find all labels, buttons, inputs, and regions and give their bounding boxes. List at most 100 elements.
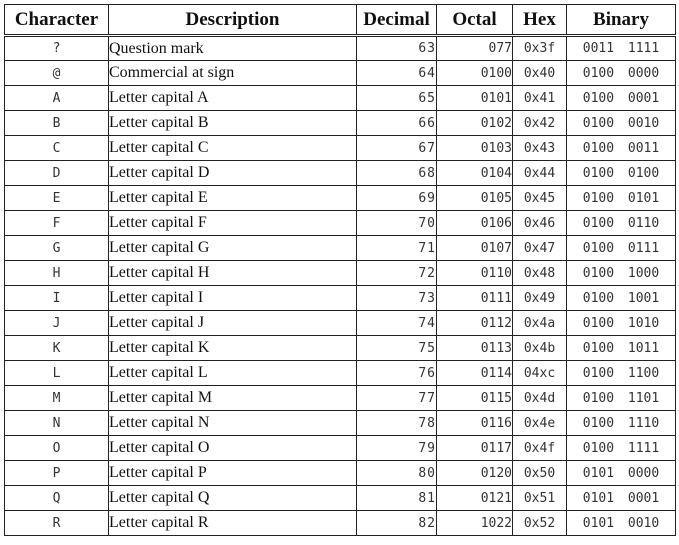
- cell-hex: 0x46: [512, 210, 567, 236]
- cell-octal: 0113: [436, 335, 513, 361]
- cell-hex: 0x44: [512, 160, 567, 186]
- cell-binary: 0100 1011: [566, 335, 676, 361]
- cell-description: Letter capital L: [108, 360, 357, 386]
- table-row: E Letter capital E 69 0105 0x45 0100 0101: [4, 185, 676, 211]
- cell-binary: 0011 1111: [566, 35, 676, 61]
- table-row: C Letter capital C 67 0103 0x43 0100 0011: [4, 135, 676, 161]
- header-decimal: Decimal: [356, 4, 437, 37]
- table-row: N Letter capital N 78 0116 0x4e 0100 1110: [4, 410, 676, 436]
- cell-octal: 0120: [436, 460, 513, 486]
- cell-description: Letter capital E: [108, 185, 357, 211]
- cell-decimal: 69: [356, 185, 437, 211]
- cell-description: Letter capital I: [108, 285, 357, 311]
- cell-decimal: 78: [356, 410, 437, 436]
- cell-binary: 0100 0011: [566, 135, 676, 161]
- header-binary: Binary: [566, 4, 676, 37]
- cell-binary: 0100 0010: [566, 110, 676, 136]
- cell-description: Letter capital M: [108, 385, 357, 411]
- cell-decimal: 81: [356, 485, 437, 511]
- cell-description: Letter capital O: [108, 435, 357, 461]
- cell-decimal: 74: [356, 310, 437, 336]
- cell-description: Letter capital B: [108, 110, 357, 136]
- cell-character: P: [4, 460, 109, 486]
- cell-hex: 0x4d: [512, 385, 567, 411]
- cell-octal: 0104: [436, 160, 513, 186]
- cell-description: Letter capital Q: [108, 485, 357, 511]
- cell-hex: 0x45: [512, 185, 567, 211]
- cell-description: Commercial at sign: [108, 60, 357, 86]
- cell-description: Letter capital R: [108, 510, 357, 536]
- cell-character: Q: [4, 485, 109, 511]
- cell-hex: 0x52: [512, 510, 567, 536]
- cell-character: D: [4, 160, 109, 186]
- cell-binary: 0100 1010: [566, 310, 676, 336]
- cell-octal: 0115: [436, 385, 513, 411]
- table-row: K Letter capital K 75 0113 0x4b 0100 1011: [4, 335, 676, 361]
- cell-character: ?: [4, 35, 109, 61]
- table-row: ? Question mark 63 077 0x3f 0011 1111: [4, 35, 676, 61]
- table-row: R Letter capital R 82 1022 0x52 0101 0010: [4, 510, 676, 536]
- cell-description: Question mark: [108, 35, 357, 61]
- header-description: Description: [108, 4, 357, 37]
- table-row: F Letter capital F 70 0106 0x46 0100 0110: [4, 210, 676, 236]
- cell-decimal: 75: [356, 335, 437, 361]
- cell-octal: 0102: [436, 110, 513, 136]
- header-row: Character Description Decimal Octal Hex …: [4, 4, 676, 37]
- cell-binary: 0100 0110: [566, 210, 676, 236]
- cell-hex: 0x42: [512, 110, 567, 136]
- cell-description: Letter capital H: [108, 260, 357, 286]
- cell-binary: 0100 1111: [566, 435, 676, 461]
- table-body: ? Question mark 63 077 0x3f 0011 1111 @ Commerc…: [4, 35, 676, 536]
- table-row: @ Commercial at sign 64 0100 0x40 0100 0000: [4, 60, 676, 86]
- cell-character: A: [4, 85, 109, 111]
- cell-octal: 0106: [436, 210, 513, 236]
- cell-octal: 0121: [436, 485, 513, 511]
- cell-octal: 0114: [436, 360, 513, 386]
- cell-character: I: [4, 285, 109, 311]
- cell-description: Letter capital K: [108, 335, 357, 361]
- cell-decimal: 70: [356, 210, 437, 236]
- table-row: Q Letter capital Q 81 0121 0x51 0101 0001: [4, 485, 676, 511]
- cell-character: F: [4, 210, 109, 236]
- header-character: Character: [4, 4, 109, 37]
- cell-decimal: 73: [356, 285, 437, 311]
- cell-decimal: 66: [356, 110, 437, 136]
- cell-decimal: 82: [356, 510, 437, 536]
- cell-description: Letter capital A: [108, 85, 357, 111]
- cell-description: Letter capital C: [108, 135, 357, 161]
- cell-character: C: [4, 135, 109, 161]
- cell-description: Letter capital P: [108, 460, 357, 486]
- ascii-table: Character Description Decimal Octal Hex …: [4, 4, 676, 536]
- cell-binary: 0100 0111: [566, 235, 676, 261]
- cell-octal: 1022: [436, 510, 513, 536]
- cell-octal: 0116: [436, 410, 513, 436]
- table-header: Character Description Decimal Octal Hex …: [4, 4, 676, 37]
- cell-character: J: [4, 310, 109, 336]
- cell-description: Letter capital D: [108, 160, 357, 186]
- cell-character: G: [4, 235, 109, 261]
- cell-octal: 0101: [436, 85, 513, 111]
- cell-character: L: [4, 360, 109, 386]
- cell-hex: 0x47: [512, 235, 567, 261]
- cell-hex: 0x41: [512, 85, 567, 111]
- cell-decimal: 71: [356, 235, 437, 261]
- table-row: D Letter capital D 68 0104 0x44 0100 0100: [4, 160, 676, 186]
- cell-hex: 04xc: [512, 360, 567, 386]
- cell-decimal: 79: [356, 435, 437, 461]
- table-row: A Letter capital A 65 0101 0x41 0100 0001: [4, 85, 676, 111]
- cell-description: Letter capital N: [108, 410, 357, 436]
- cell-decimal: 65: [356, 85, 437, 111]
- cell-octal: 0112: [436, 310, 513, 336]
- cell-binary: 0101 0001: [566, 485, 676, 511]
- table-row: H Letter capital H 72 0110 0x48 0100 1000: [4, 260, 676, 286]
- cell-octal: 0105: [436, 185, 513, 211]
- cell-hex: 0x50: [512, 460, 567, 486]
- table-row: G Letter capital G 71 0107 0x47 0100 0111: [4, 235, 676, 261]
- cell-binary: 0100 1001: [566, 285, 676, 311]
- cell-octal: 0103: [436, 135, 513, 161]
- cell-hex: 0x51: [512, 485, 567, 511]
- cell-decimal: 76: [356, 360, 437, 386]
- cell-decimal: 80: [356, 460, 437, 486]
- cell-binary: 0100 0001: [566, 85, 676, 111]
- cell-character: O: [4, 435, 109, 461]
